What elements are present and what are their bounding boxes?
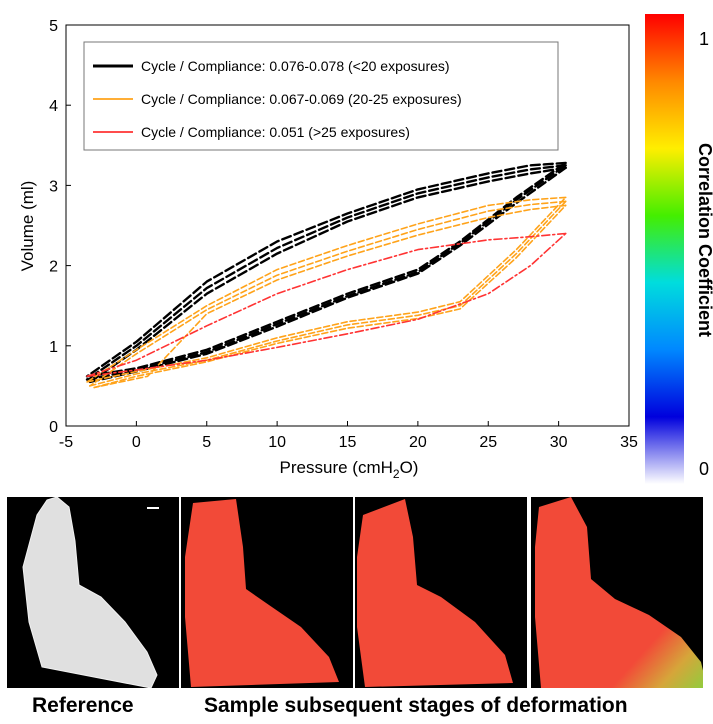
- legend: Cycle / Compliance: 0.076-0.078 (<20 exp…: [83, 41, 559, 151]
- reference-image-panel: [7, 497, 179, 688]
- legend-entry-label: Cycle / Compliance: 0.067-0.069 (20-25 e…: [141, 91, 462, 107]
- x-axis-label-main: Pressure (cmH: [280, 458, 393, 477]
- reference-lung-shape: [22, 497, 158, 688]
- series-1-loop-3-deflation-line: [88, 166, 567, 384]
- deformation-stage-3-panel: [531, 497, 703, 688]
- x-tick-label: 20: [409, 434, 427, 451]
- series-3-loop-1-inflation-line: [86, 232, 567, 378]
- x-tick-label: -5: [59, 434, 73, 451]
- x-tick-label: 10: [268, 434, 286, 451]
- x-tick-label: 30: [550, 434, 568, 451]
- legend-entry-label: Cycle / Compliance: 0.051 (>25 exposures…: [141, 124, 410, 140]
- x-axis-ticks: -5 0 5 10 15 20 25 30 35: [59, 421, 638, 451]
- y-axis-ticks: 0 1 2 3 4 5: [49, 18, 71, 436]
- colorbar-title: Correlation Coefficient: [695, 143, 713, 337]
- y-tick-label: 1: [49, 339, 58, 356]
- x-axis-label-subscript: 2: [393, 467, 400, 481]
- series-2-loop-3-inflation-line: [93, 204, 567, 389]
- series-1-loop-2-inflation-line: [85, 164, 567, 381]
- scale-bar: [147, 507, 159, 509]
- y-tick-label: 2: [49, 259, 58, 276]
- series-2-loop-2-deflation-line: [89, 200, 567, 387]
- series-2-loop-1-inflation-line: [86, 196, 567, 383]
- deformation-stage-3-shape: [535, 497, 703, 688]
- y-tick-label: 4: [49, 98, 58, 115]
- x-axis-label: Pressure (cmH2O): [280, 458, 419, 481]
- series-1-loop-2-deflation-line: [85, 164, 567, 381]
- series-2-loop-2-inflation-line: [89, 200, 567, 387]
- y-tick-label: 5: [49, 18, 58, 35]
- series-2-loop-1-deflation-line: [86, 196, 567, 383]
- colorbar-min-label: 0: [699, 459, 709, 479]
- series-3-loop-1-deflation-line: [86, 232, 567, 378]
- series-1-loop-3-inflation-line: [88, 166, 567, 384]
- y-tick-label: 0: [49, 419, 58, 436]
- series-1-loop-1-inflation-line: [85, 161, 567, 378]
- series-layer: [85, 161, 567, 389]
- deformation-stage-1-panel: [181, 497, 353, 688]
- reference-caption: Reference: [32, 694, 134, 717]
- x-tick-label: 25: [479, 434, 497, 451]
- y-tick-label: 3: [49, 178, 58, 195]
- series-2-loop-3-deflation-line: [93, 204, 567, 389]
- legend-box: [83, 41, 559, 151]
- x-axis-label-end: O): [400, 458, 419, 477]
- y-axis-label: Volume (ml): [18, 181, 37, 272]
- colorbar: [645, 14, 684, 484]
- x-tick-label: 5: [202, 434, 211, 451]
- x-tick-label: 15: [339, 434, 357, 451]
- x-tick-label: 35: [620, 434, 638, 451]
- x-tick-label: 0: [132, 434, 141, 451]
- legend-entry-label: Cycle / Compliance: 0.076-0.078 (<20 exp…: [141, 58, 450, 74]
- colorbar-max-label: 1: [699, 29, 709, 49]
- deformation-stage-2-panel: [355, 497, 527, 688]
- series-1-loop-1-deflation-line: [85, 161, 567, 378]
- deformation-stage-2-shape: [357, 499, 513, 687]
- deformation-stage-1-shape: [185, 499, 339, 687]
- stages-caption: Sample subsequent stages of deformation: [204, 694, 628, 717]
